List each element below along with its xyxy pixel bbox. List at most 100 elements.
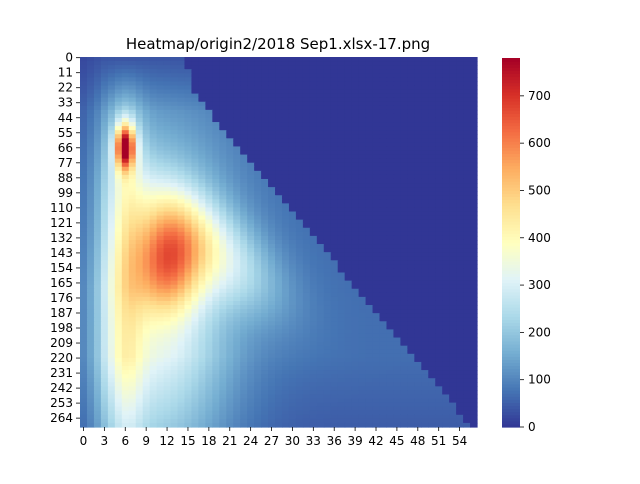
heatmap-cell <box>456 89 464 95</box>
heatmap-cell <box>463 73 471 78</box>
heatmap-cell <box>261 329 269 335</box>
heatmap-cell <box>163 244 172 249</box>
heatmap-cell <box>261 195 269 200</box>
heatmap-cell <box>93 97 102 103</box>
heatmap-cell <box>344 244 353 249</box>
heatmap-cell <box>281 300 290 306</box>
heatmap-cell <box>435 390 443 396</box>
heatmap-cell <box>344 142 353 148</box>
heatmap-cell <box>393 248 401 253</box>
heatmap-cell <box>470 89 478 95</box>
heatmap-cell <box>463 162 471 168</box>
heatmap-cell <box>149 105 158 111</box>
heatmap-cell <box>470 361 478 367</box>
heatmap-cell <box>344 109 353 115</box>
heatmap-cell <box>121 227 130 233</box>
heatmap-cell <box>170 321 179 326</box>
heatmap-cell <box>358 337 367 343</box>
heatmap-cell <box>142 321 151 326</box>
heatmap-cell <box>442 134 450 139</box>
heatmap-cell <box>268 264 276 270</box>
heatmap-cell <box>281 126 290 131</box>
heatmap-cell <box>100 300 109 306</box>
heatmap-cell <box>456 187 464 192</box>
heatmap-cell <box>247 187 255 192</box>
heatmap-cell <box>295 187 304 192</box>
heatmap-cell <box>191 183 199 188</box>
heatmap-cell <box>337 113 346 119</box>
heatmap-cell <box>337 366 346 371</box>
heatmap-cell <box>365 398 374 404</box>
heatmap-cell <box>135 126 144 131</box>
heatmap-cell <box>128 170 137 176</box>
heatmap-cell <box>156 178 165 184</box>
heatmap-cell <box>309 207 318 213</box>
heatmap-cell <box>470 113 478 119</box>
heatmap-cell <box>330 309 339 314</box>
heatmap-cell <box>247 341 255 347</box>
heatmap-cell <box>80 126 88 131</box>
heatmap-cell <box>156 199 165 204</box>
heatmap-cell <box>86 337 95 343</box>
heatmap-cell <box>407 341 415 347</box>
heatmap-cell <box>337 235 346 241</box>
heatmap-cell <box>470 366 478 371</box>
heatmap-cell <box>212 109 220 115</box>
heatmap-cell <box>149 284 158 290</box>
heatmap-cell <box>254 256 262 261</box>
heatmap-cell <box>163 353 172 359</box>
heatmap-cell <box>435 394 443 400</box>
heatmap-cell <box>344 394 353 400</box>
heatmap-cell <box>281 248 290 253</box>
heatmap-cell <box>184 345 193 351</box>
heatmap-cell <box>365 321 374 326</box>
heatmap-cell <box>470 191 478 196</box>
heatmap-cell <box>435 333 443 339</box>
heatmap-cell <box>86 97 95 103</box>
heatmap-cell <box>302 101 311 107</box>
heatmap-cell <box>414 296 422 302</box>
heatmap-cell <box>163 211 172 217</box>
heatmap-cell <box>254 166 262 172</box>
heatmap-cell <box>393 178 401 184</box>
heatmap-cell <box>470 154 478 160</box>
heatmap-cell <box>442 256 450 261</box>
heatmap-cell <box>407 215 415 221</box>
heatmap-cell <box>372 382 381 387</box>
heatmap-cell <box>149 113 158 119</box>
heatmap-cell <box>142 390 151 396</box>
heatmap-cell <box>107 260 116 265</box>
heatmap-cell <box>470 122 478 127</box>
heatmap-cell <box>351 398 360 404</box>
heatmap-cell <box>135 219 144 225</box>
heatmap-cell <box>414 353 422 359</box>
heatmap-cell <box>226 410 234 416</box>
heatmap-cell <box>386 223 395 229</box>
heatmap-cell <box>414 142 422 148</box>
heatmap-cell <box>344 117 353 123</box>
heatmap-cell <box>107 341 116 347</box>
heatmap-cell <box>316 69 325 74</box>
heatmap-cell <box>281 142 290 148</box>
heatmap-cell <box>275 264 283 270</box>
heatmap-cell <box>309 313 318 318</box>
heatmap-cell <box>212 361 220 367</box>
heatmap-cell <box>177 113 186 119</box>
heatmap-cell <box>268 268 276 274</box>
heatmap-cell <box>177 109 186 115</box>
heatmap-cell <box>330 77 339 82</box>
heatmap-cell <box>463 130 471 135</box>
heatmap-cell <box>358 329 367 335</box>
heatmap-cell <box>358 183 367 188</box>
heatmap-cell <box>240 166 248 172</box>
heatmap-cell <box>268 227 276 233</box>
heatmap-cell <box>379 239 388 245</box>
heatmap-cell <box>198 333 206 339</box>
heatmap-cell <box>184 81 193 87</box>
heatmap-cell <box>358 264 367 270</box>
heatmap-cell <box>442 268 450 274</box>
heatmap-cell <box>407 357 415 363</box>
heatmap-cell <box>386 178 395 184</box>
heatmap-cell <box>170 382 179 387</box>
heatmap-cell <box>254 134 262 139</box>
